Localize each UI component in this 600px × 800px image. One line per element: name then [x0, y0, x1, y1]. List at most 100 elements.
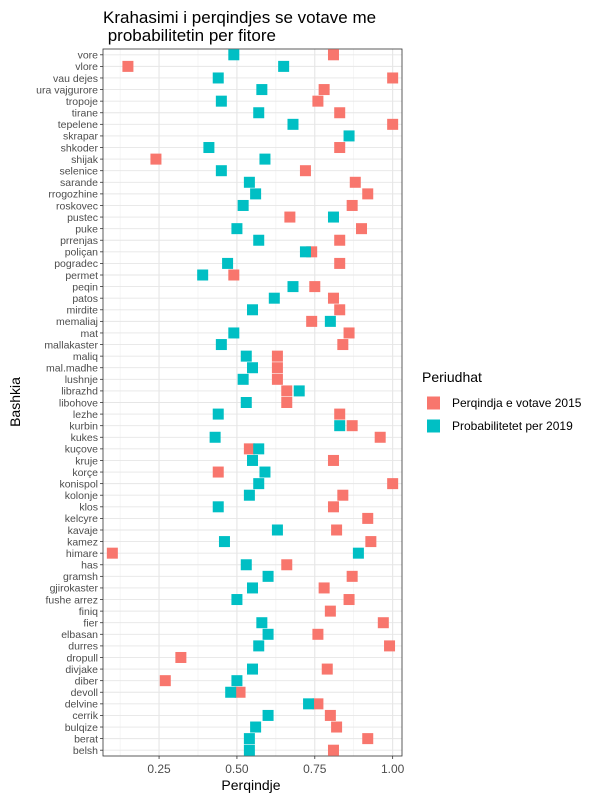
y-tick-label: tepelene: [58, 119, 98, 131]
data-point-series-1: [337, 339, 349, 351]
data-point-series-1: [106, 547, 118, 559]
data-point-series-1: [331, 524, 343, 536]
y-tick-label: rrogozhine: [48, 189, 98, 201]
data-point-series-2: [293, 385, 305, 397]
data-point-series-2: [299, 246, 311, 258]
y-axis-title: Bashkia: [7, 377, 23, 427]
data-point-series-1: [377, 617, 389, 629]
y-tick-label: patos: [72, 293, 98, 305]
x-axis-title: Perqindje: [221, 777, 280, 793]
y-tick-label: himare: [66, 548, 98, 560]
x-axis-ticks: 0.25 0.50 0.75 1.00: [147, 756, 405, 776]
data-point-series-1: [306, 315, 318, 327]
data-point-series-1: [318, 582, 330, 594]
y-tick-label: kurbin: [69, 420, 98, 432]
y-tick-label: puke: [75, 223, 98, 235]
y-tick-label: pogradec: [54, 258, 98, 270]
y-tick-label: berat: [74, 733, 98, 745]
data-point-series-2: [352, 547, 364, 559]
data-point-series-2: [212, 501, 224, 513]
data-point-series-1: [299, 165, 311, 177]
data-point-series-2: [262, 570, 274, 582]
x-tick-label: 0.50: [225, 762, 249, 776]
data-point-series-1: [318, 84, 330, 96]
data-point-series-1: [228, 269, 240, 281]
data-point-series-1: [365, 536, 377, 548]
data-point-series-1: [271, 350, 283, 362]
y-tick-label: diber: [75, 675, 99, 687]
y-tick-label: pustec: [67, 212, 98, 224]
plot-panel: [102, 48, 403, 757]
y-tick-label: devoll: [71, 687, 98, 699]
data-point-series-1: [284, 211, 296, 223]
y-tick-label: permet: [65, 270, 98, 282]
data-point-series-2: [247, 362, 258, 374]
data-point-series-1: [334, 408, 346, 420]
data-point-series-2: [240, 559, 252, 571]
data-point-series-2: [215, 165, 227, 177]
y-tick-label: skrapar: [63, 131, 99, 143]
legend-label-series-2: Probabilitetet per 2019: [452, 419, 573, 433]
data-point-series-1: [281, 397, 293, 408]
data-point-series-2: [231, 594, 243, 606]
data-point-series-1: [356, 223, 368, 235]
y-tick-label: delvine: [65, 699, 98, 711]
y-tick-label: bulqize: [65, 722, 98, 734]
y-tick-label: mirdite: [66, 305, 98, 317]
y-tick-label: maliq: [73, 351, 98, 363]
data-point-series-2: [247, 304, 258, 316]
data-point-series-1: [387, 478, 399, 490]
y-tick-label: divjake: [65, 664, 98, 676]
y-tick-label: kamez: [67, 536, 98, 548]
data-point-series-2: [243, 733, 255, 745]
legend-label-series-1: Perqindja e votave 2015: [452, 396, 582, 410]
data-point-series-2: [240, 350, 252, 362]
data-point-series-1: [281, 385, 293, 397]
data-point-series-1: [122, 60, 134, 72]
data-point-series-2: [231, 223, 243, 235]
data-point-series-2: [247, 454, 258, 466]
y-tick-label: tropoje: [66, 96, 98, 108]
y-tick-label: kruje: [75, 455, 98, 467]
y-tick-label: peqin: [72, 281, 98, 293]
chart-title-line-2: probabilitetin per fitore: [103, 26, 276, 45]
data-point-series-1: [334, 107, 346, 119]
y-tick-label: durres: [68, 641, 98, 653]
data-point-series-2: [247, 663, 258, 675]
y-tick-label: gjirokaster: [50, 583, 99, 595]
data-point-series-1: [334, 234, 346, 246]
data-point-series-2: [218, 536, 230, 548]
y-tick-label: kukes: [71, 432, 98, 444]
y-tick-label: korçe: [72, 467, 98, 479]
data-point-series-2: [253, 443, 265, 455]
y-tick-label: tirane: [72, 108, 98, 120]
y-tick-label: poliçan: [65, 247, 98, 259]
y-tick-label: fier: [83, 618, 98, 630]
y-tick-label: cerrik: [72, 710, 98, 722]
data-points: [106, 49, 399, 756]
data-point-series-2: [253, 234, 265, 246]
y-tick-label: librazhd: [61, 386, 98, 398]
data-point-series-2: [250, 188, 262, 200]
y-tick-label: vore: [78, 50, 99, 62]
data-point-series-2: [212, 408, 224, 420]
y-tick-label: mal.madhe: [46, 363, 98, 375]
x-tick-label: 1.00: [381, 762, 405, 776]
data-point-series-2: [228, 49, 240, 61]
y-tick-label: belsh: [73, 745, 98, 757]
data-point-series-2: [243, 489, 255, 501]
y-tick-label: libohove: [59, 397, 98, 409]
y-tick-label: sarande: [60, 177, 98, 189]
data-point-series-2: [256, 617, 268, 629]
data-point-series-1: [343, 327, 355, 339]
data-point-series-2: [237, 373, 249, 385]
legend: Periudhat Perqindja e votave 2015 Probabi…: [422, 369, 582, 433]
y-tick-label: vlore: [75, 61, 98, 73]
data-point-series-2: [243, 176, 255, 188]
data-point-series-1: [327, 454, 339, 466]
data-point-series-1: [346, 199, 358, 211]
data-point-series-2: [278, 60, 290, 72]
data-point-series-1: [349, 176, 361, 188]
y-tick-label: prrenjas: [60, 235, 98, 247]
data-point-series-1: [306, 246, 318, 258]
